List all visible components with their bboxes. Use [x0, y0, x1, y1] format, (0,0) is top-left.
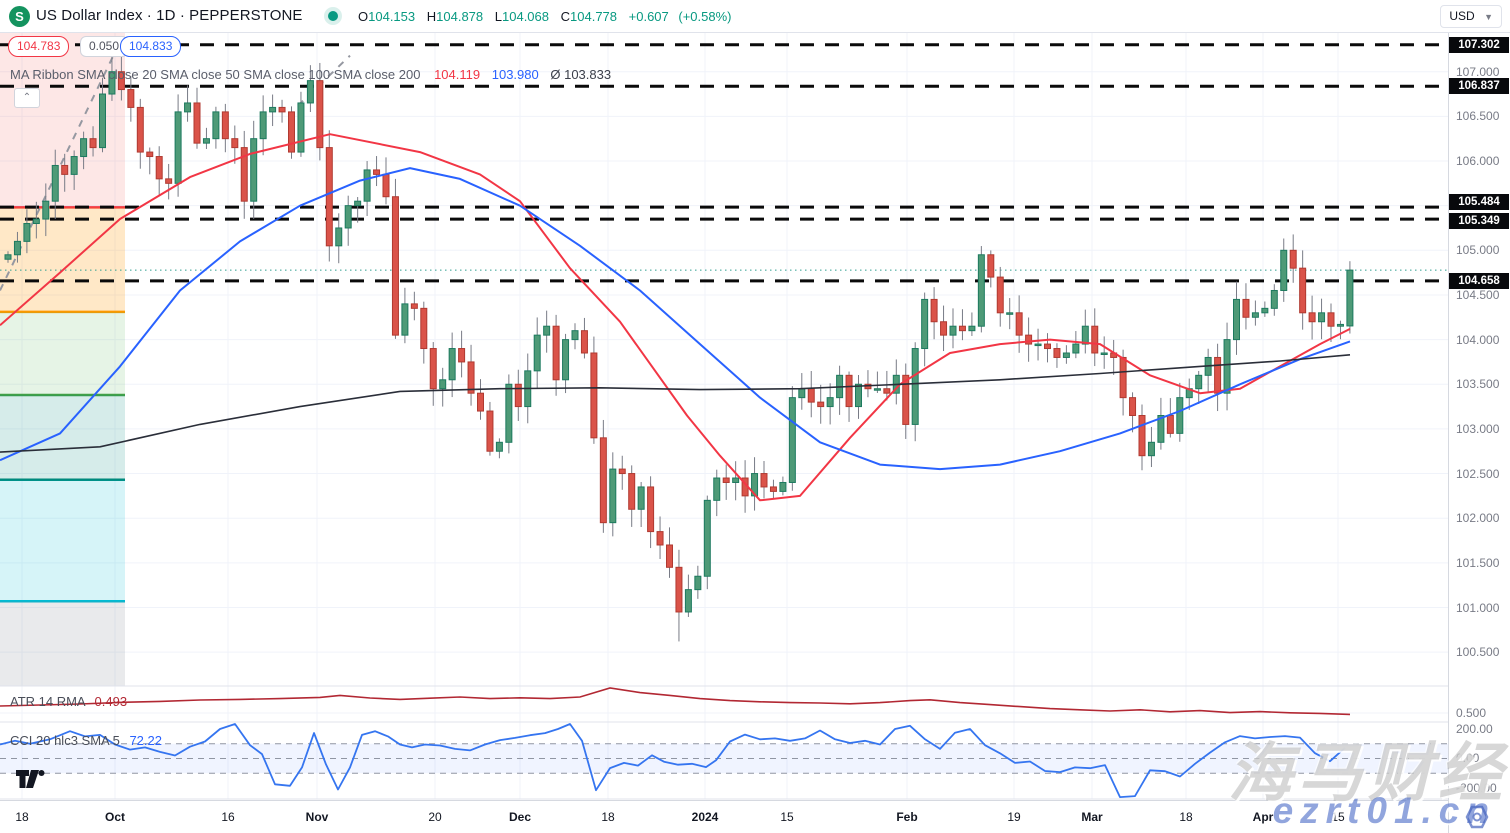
open-label: O: [358, 9, 369, 24]
atr-line: [0, 687, 1351, 716]
time-tick[interactable]: 18: [15, 810, 29, 824]
price-tick: 105.000: [1456, 243, 1500, 258]
ma-line-sma20: [0, 133, 1351, 502]
price-tick: 103.500: [1456, 377, 1500, 392]
alert-price-badge[interactable]: 104.658: [1449, 272, 1509, 289]
time-tick[interactable]: 16: [221, 810, 235, 824]
high-value: 104.878: [436, 9, 484, 24]
chevron-down-icon: ▼: [1484, 12, 1493, 22]
moving-average-lines: [0, 133, 1351, 502]
price-tick: 103.000: [1456, 421, 1500, 436]
time-tick[interactable]: 18: [601, 810, 615, 824]
high-label: H: [426, 9, 437, 24]
sma20-value: 104.119: [434, 67, 481, 82]
ma-average-value: Ø 103.833: [550, 67, 612, 82]
time-tick[interactable]: 18: [1179, 810, 1193, 824]
ma-ribbon-legend[interactable]: MA Ribbon SMA close 20 SMA close 50 SMA …: [10, 67, 611, 82]
price-tick: 101.000: [1456, 600, 1500, 615]
cci-line: [0, 723, 1346, 798]
close-label: C: [560, 9, 571, 24]
channel-lower-price-pill[interactable]: 104.833: [120, 36, 182, 57]
collapse-legend-button[interactable]: ⌃: [14, 88, 40, 108]
channel-upper-price-pill[interactable]: 104.783: [8, 36, 70, 57]
currency-label: USD: [1449, 9, 1475, 23]
cci-label-text: CCI 20 hlc3 SMA 5: [10, 733, 120, 748]
alert-price-badge[interactable]: 106.837: [1449, 78, 1509, 95]
price-axis[interactable]: 107.000 106.500 106.000 105.000 104.500 104.0…: [1448, 0, 1510, 833]
time-axis[interactable]: 18 Oct 16 Nov 20 Dec 18 2024 15 Feb 19 Mar 18 Apr 15: [0, 800, 1510, 833]
ohlc-readout: O104.153 H104.878 L104.068 C104.778 +0.6…: [358, 9, 732, 24]
atr-legend[interactable]: ATR 14 RMA 0.493: [10, 694, 127, 709]
currency-selector[interactable]: USD ▼: [1440, 5, 1502, 28]
time-tick[interactable]: Mar: [1081, 810, 1103, 824]
tradingview-logo-icon[interactable]: [16, 770, 46, 790]
gridlines: [0, 33, 1448, 799]
time-tick[interactable]: 15: [780, 810, 794, 824]
price-tick: 102.000: [1456, 511, 1500, 526]
atr-label-text: ATR 14 RMA: [10, 694, 85, 709]
close-value: 104.778: [570, 9, 618, 24]
low-value: 104.068: [502, 9, 549, 24]
price-tick: 104.500: [1456, 287, 1500, 302]
candlestick-series: [4, 43, 1354, 642]
atr-value: 0.493: [94, 694, 128, 709]
indicator-axis-tick: 200.00: [1456, 722, 1493, 736]
price-tick: 104.000: [1456, 332, 1500, 347]
change-percent: (+0.58%): [678, 9, 732, 24]
sma50-value: 103.980: [491, 67, 539, 82]
market-status-dot-icon: [328, 11, 338, 21]
ma-line-sma200: [0, 354, 1351, 453]
time-tick[interactable]: Dec: [508, 810, 532, 824]
price-tick: 102.500: [1456, 466, 1500, 481]
price-tick: 107.000: [1456, 64, 1500, 79]
time-tick[interactable]: Apr: [1252, 810, 1274, 824]
time-tick[interactable]: Nov: [305, 810, 329, 824]
symbol-title[interactable]: US Dollar Index · 1D · PEPPERSTONE: [36, 7, 303, 24]
time-tick[interactable]: Feb: [896, 810, 918, 824]
chart-toolbar: S US Dollar Index · 1D · PEPPERSTONE O10…: [0, 0, 1510, 33]
alert-price-badge[interactable]: 105.484: [1449, 194, 1509, 211]
time-tick[interactable]: 20: [428, 810, 442, 824]
price-tick: 106.500: [1456, 109, 1500, 124]
cci-legend[interactable]: CCI 20 hlc3 SMA 5 72.22: [10, 733, 162, 748]
alert-price-badge[interactable]: 107.302: [1449, 36, 1509, 53]
price-tick: 101.500: [1456, 555, 1500, 570]
support-resistance-zones: [0, 33, 125, 686]
time-tick[interactable]: Oct: [104, 810, 126, 824]
symbol-logo-icon[interactable]: S: [9, 6, 30, 27]
change-value: +0.607: [628, 9, 669, 24]
price-tick: 100.500: [1456, 645, 1500, 660]
ma-line-sma50: [0, 167, 1351, 471]
open-value: 104.153: [368, 9, 416, 24]
alert-level-lines: [0, 43, 1448, 283]
ma-ribbon-label: MA Ribbon SMA close 20 SMA close 50 SMA …: [10, 67, 421, 82]
cci-value: 72.22: [129, 733, 162, 748]
low-label: L: [494, 9, 502, 24]
price-tick: 106.000: [1456, 154, 1500, 168]
alert-price-badge[interactable]: 105.349: [1449, 213, 1509, 230]
time-tick[interactable]: 15: [1331, 810, 1345, 824]
indicator-axis-tick: 0.00: [1456, 751, 1480, 765]
time-tick[interactable]: 19: [1007, 810, 1021, 824]
channel-width-pill[interactable]: 0.050: [80, 36, 129, 57]
indicator-axis-tick: 0.500: [1456, 706, 1487, 720]
time-tick[interactable]: 2024: [691, 810, 719, 824]
cci-pane: [0, 723, 1448, 798]
atr-pane: [0, 687, 1448, 716]
indicator-axis-tick: -200.00: [1456, 781, 1497, 795]
